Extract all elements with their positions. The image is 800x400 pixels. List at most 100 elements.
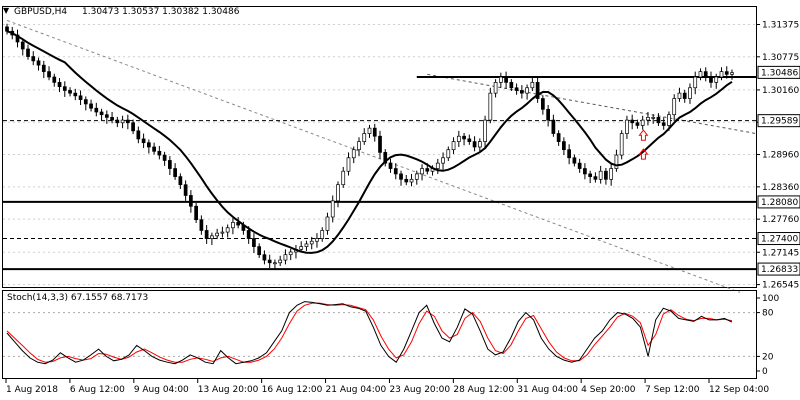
candle-body <box>483 119 487 142</box>
candle-body <box>730 72 734 75</box>
candle-body <box>168 160 172 169</box>
candle-body <box>472 141 477 148</box>
stoch-tick-label: 80 <box>762 309 774 319</box>
stoch-tick-label: 20 <box>762 352 774 362</box>
candle-body <box>178 176 183 186</box>
candle-body <box>688 87 692 99</box>
candle-body <box>604 170 608 180</box>
candle-body <box>667 114 671 126</box>
candle-body <box>598 170 603 180</box>
candle-body <box>315 238 319 242</box>
symbol-title: GBPUSD,H4 <box>14 7 67 17</box>
candle-body <box>283 254 288 261</box>
candle-body <box>625 119 629 134</box>
price-axis: 1.313751.307751.301601.295601.289601.283… <box>756 21 800 291</box>
candle-body <box>383 152 388 164</box>
chart-menu-arrow-icon[interactable]: ▼ <box>3 6 10 15</box>
candle-body <box>351 149 356 159</box>
stoch-main-line <box>6 301 733 365</box>
candle-body <box>73 92 78 97</box>
level-label: 1.30486 <box>761 68 798 78</box>
candle-body <box>456 135 461 142</box>
candle-body <box>646 117 650 121</box>
candle-body <box>551 119 556 134</box>
candle-body <box>309 240 314 245</box>
stoch-levels <box>3 312 756 357</box>
candle-body <box>246 230 251 239</box>
level-label-box <box>757 195 800 209</box>
candle-body <box>152 146 156 152</box>
candle-body <box>304 243 309 247</box>
price-tick-label: 1.30160 <box>762 86 799 96</box>
candle-body <box>330 200 335 218</box>
level-label: 1.28080 <box>761 198 798 208</box>
candle-body <box>520 90 524 94</box>
level-label-box <box>757 65 800 79</box>
candle-body <box>141 138 146 144</box>
candle-body <box>273 262 277 265</box>
candle-body <box>388 162 393 169</box>
channel-trendline <box>427 73 757 135</box>
candle-body <box>467 138 472 142</box>
candle-body <box>404 178 409 183</box>
candle-body <box>498 76 503 83</box>
candle-body <box>125 119 130 124</box>
candle-body <box>399 173 403 180</box>
candle-body <box>509 82 514 89</box>
candle-body <box>215 232 219 237</box>
candle-body <box>336 184 340 202</box>
price-tick-label: 1.28360 <box>762 183 799 193</box>
candle-body <box>83 99 88 105</box>
candle-body <box>162 154 167 161</box>
level-label-box <box>757 262 800 276</box>
candle-body <box>262 254 267 261</box>
candle-body <box>157 150 162 156</box>
level-label-box <box>757 232 800 246</box>
candle-body <box>236 222 241 226</box>
candlesticks <box>5 23 734 270</box>
candle-body <box>199 219 204 231</box>
up-arrow-icon <box>638 148 649 160</box>
candle-body <box>362 133 367 142</box>
up-arrow-icon <box>638 129 649 141</box>
price-tick-label: 1.26545 <box>762 281 799 291</box>
descending-trendline <box>6 19 741 293</box>
candle-body <box>194 205 198 221</box>
candle-body <box>677 92 682 99</box>
level-label: 1.29589 <box>761 117 798 127</box>
time-tick-label: 4 Sep 20:00 <box>581 385 636 395</box>
candle-body <box>414 173 419 180</box>
price-tick-label: 1.27760 <box>762 215 799 225</box>
candle-body <box>698 71 703 78</box>
candle-body <box>709 76 713 83</box>
candle-body <box>556 133 561 142</box>
time-tick-label: 7 Sep 12:00 <box>645 385 700 395</box>
candle-body <box>320 230 325 239</box>
candle-body <box>62 86 67 91</box>
candle-body <box>693 76 698 89</box>
candle-body <box>36 60 41 66</box>
time-tick-label: 28 Aug 12:00 <box>453 385 514 395</box>
candle-body <box>614 154 619 169</box>
price-tick-label: 1.27145 <box>762 248 799 258</box>
candle-body <box>425 168 430 172</box>
time-tick-label: 1 Aug 2018 <box>6 385 58 395</box>
candle-body <box>278 259 283 264</box>
price-panel-frame <box>2 6 757 288</box>
candle-body <box>567 149 571 159</box>
candle-body <box>672 98 677 116</box>
candle-body <box>525 87 529 94</box>
trendlines <box>6 19 757 293</box>
candle-body <box>357 141 361 151</box>
candle-body <box>225 227 230 233</box>
price-tick-label: 1.30775 <box>762 53 799 63</box>
candle-body <box>146 142 151 148</box>
candle-body <box>378 135 382 153</box>
candle-body <box>562 141 566 151</box>
candle-body <box>661 122 666 126</box>
candle-body <box>635 122 640 126</box>
candle-body <box>372 127 377 137</box>
candle-body <box>703 71 708 78</box>
time-tick-label: 12 Sep 04:00 <box>709 385 769 395</box>
